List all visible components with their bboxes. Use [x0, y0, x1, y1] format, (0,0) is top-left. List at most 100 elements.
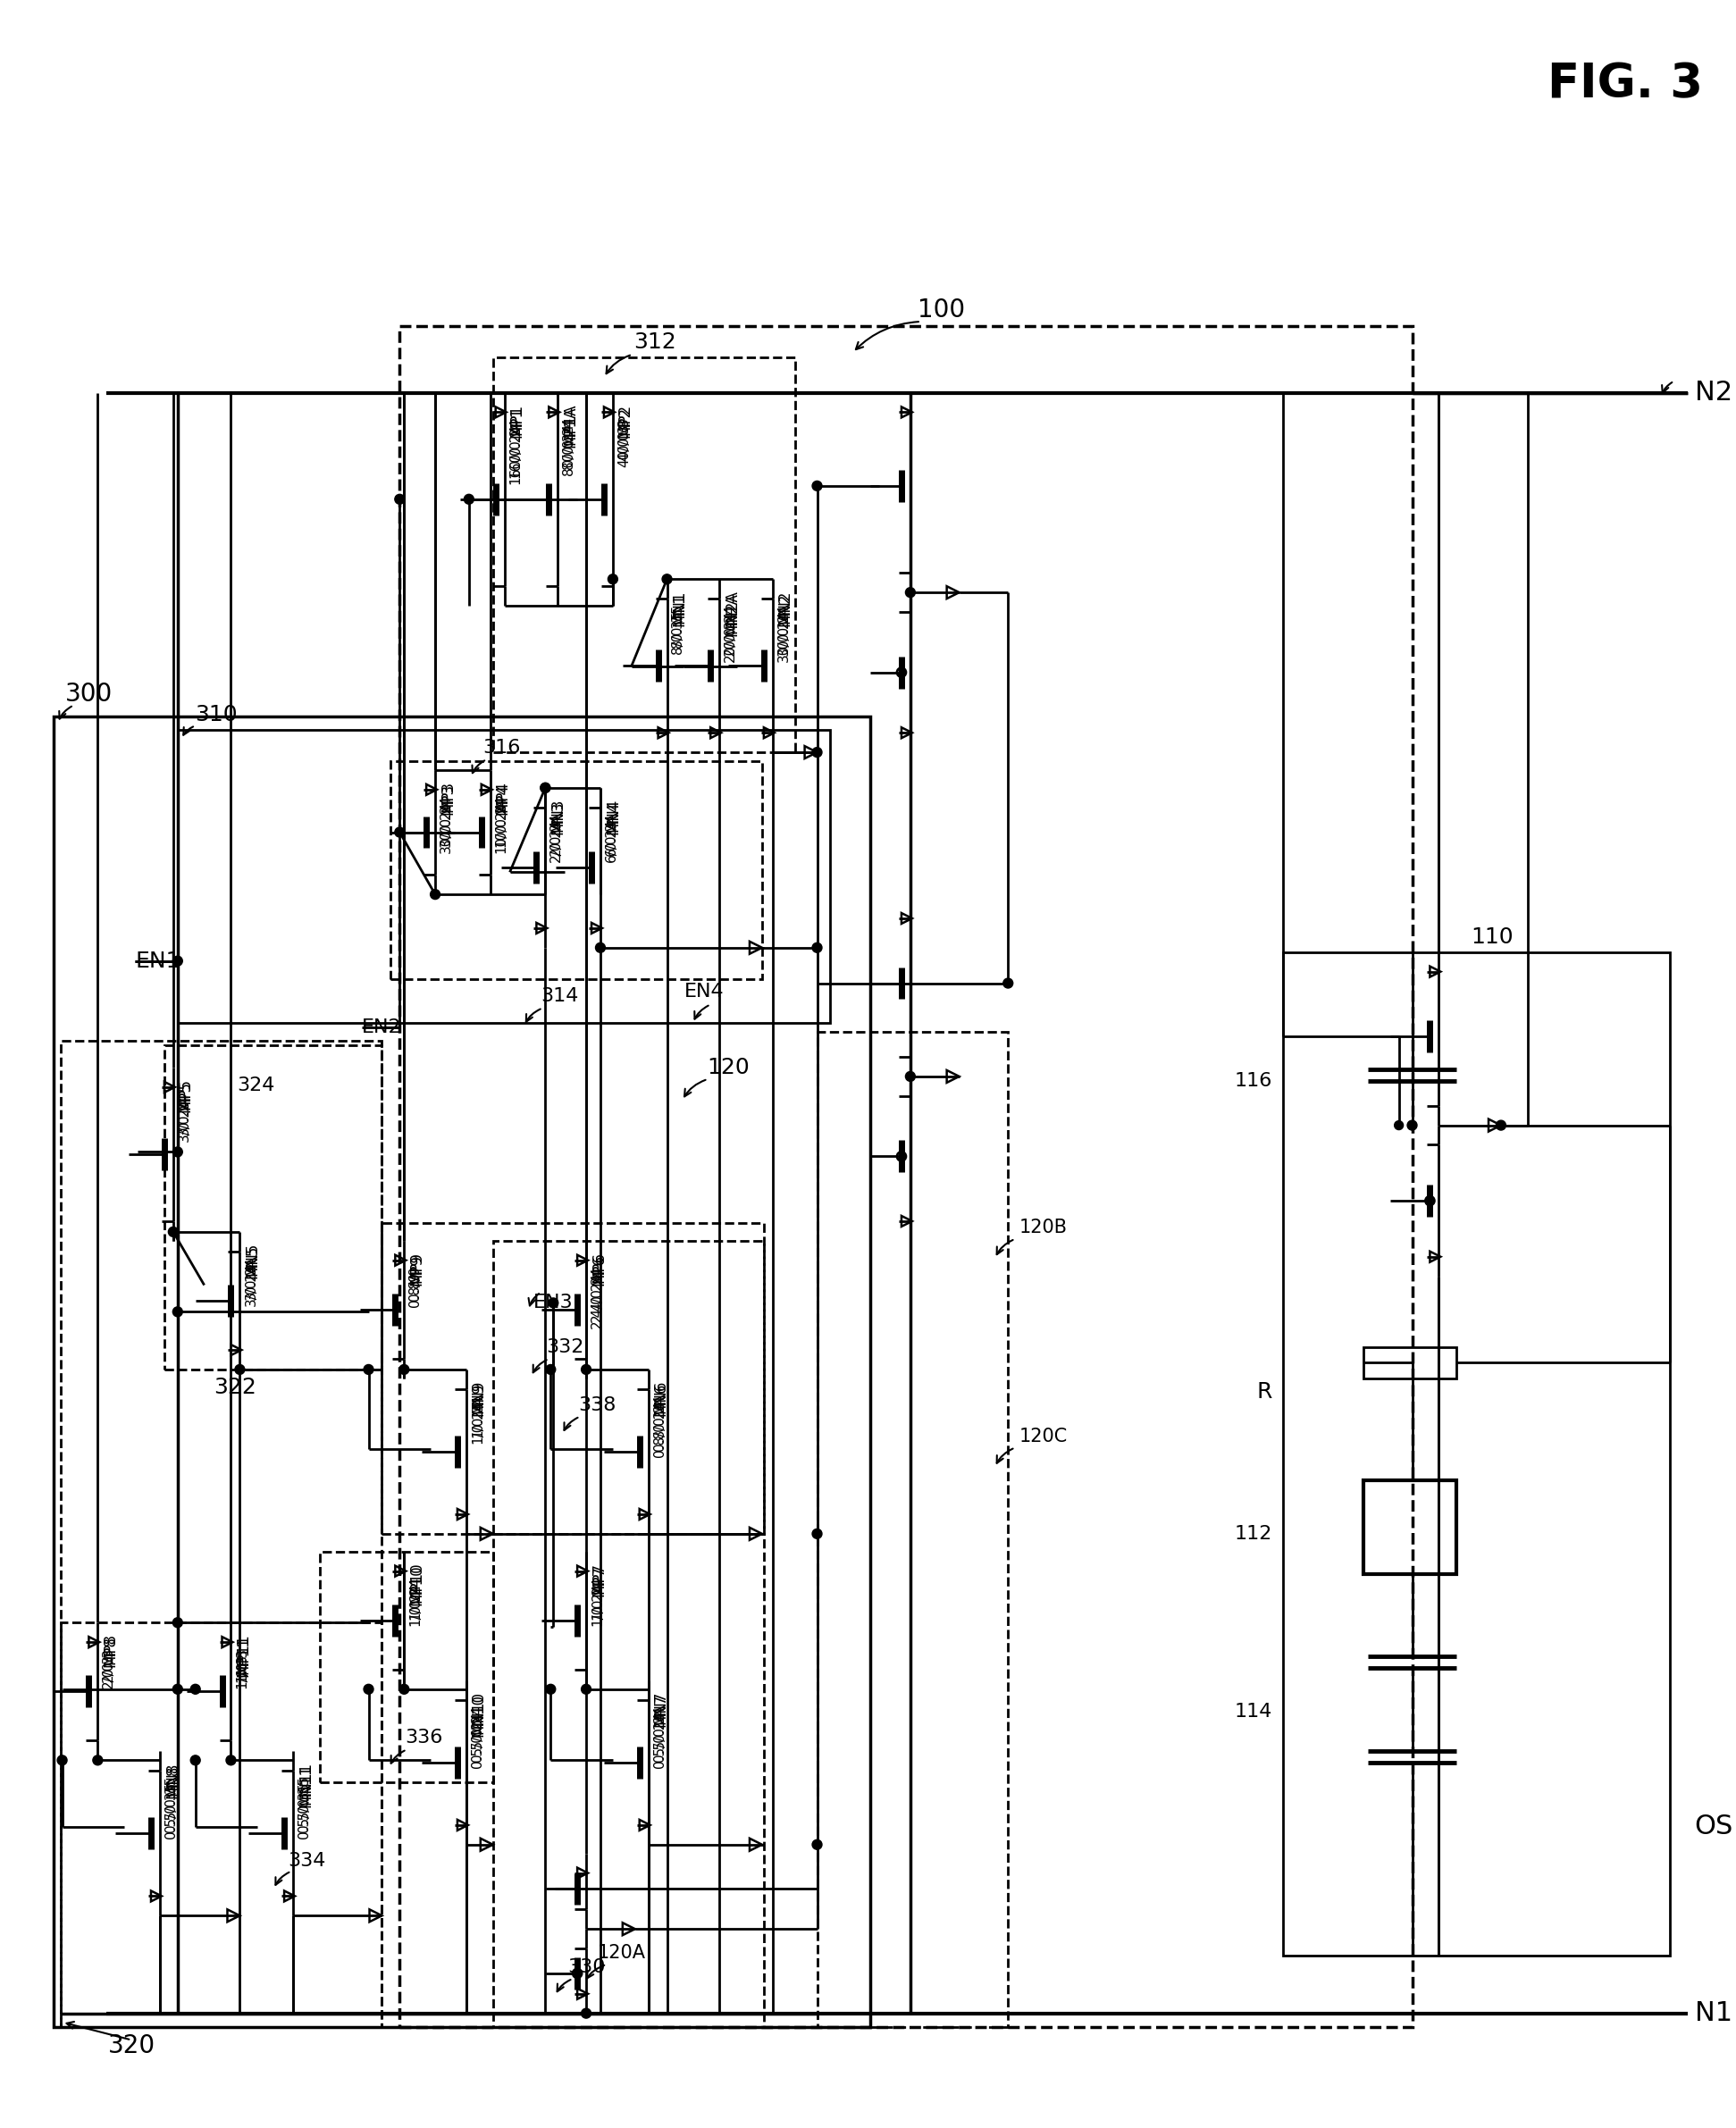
- Bar: [382, 1224, 764, 1534]
- Text: 114: 114: [1234, 1702, 1272, 1719]
- Text: MN9: MN9: [470, 1381, 486, 1413]
- Text: 40/0.3: 40/0.3: [618, 423, 630, 468]
- Text: 0.8/9: 0.8/9: [408, 1266, 422, 1300]
- Circle shape: [92, 1756, 102, 1764]
- Text: 120: 120: [707, 1058, 750, 1079]
- Text: 112: 112: [1234, 1526, 1272, 1543]
- Text: MN2: MN2: [778, 592, 793, 626]
- Text: EN2: EN2: [361, 1019, 401, 1036]
- Circle shape: [545, 1364, 556, 1375]
- Circle shape: [812, 943, 821, 953]
- Text: MN8: MN8: [165, 1764, 181, 1798]
- Text: 1/0.24: 1/0.24: [590, 1583, 604, 1626]
- Text: MP1A: MP1A: [562, 404, 578, 445]
- Bar: [165, 1045, 382, 1370]
- Text: MP9: MP9: [408, 1253, 425, 1285]
- Text: 0.5/0.35: 0.5/0.35: [165, 1777, 177, 1832]
- Bar: [493, 358, 795, 753]
- Text: 320: 320: [108, 2034, 155, 2058]
- Text: MN10: MN10: [470, 1692, 486, 1734]
- Text: MN3: MN3: [550, 800, 566, 834]
- Circle shape: [168, 1228, 179, 1236]
- Text: 30/0.24: 30/0.24: [778, 611, 790, 662]
- Text: N1: N1: [1694, 2000, 1733, 2026]
- Circle shape: [545, 1683, 556, 1694]
- Text: 2/0.24: 2/0.24: [550, 819, 562, 862]
- Text: MN9: MN9: [470, 1383, 486, 1417]
- Text: 20/0.24: 20/0.24: [724, 611, 738, 662]
- Text: EN3: EN3: [533, 1294, 573, 1311]
- Text: 1/0.24: 1/0.24: [470, 1400, 484, 1445]
- Text: 0.5/0.35: 0.5/0.35: [297, 1777, 311, 1832]
- Text: 330: 330: [568, 1958, 606, 1977]
- Bar: [493, 1241, 764, 1534]
- Text: MN4: MN4: [604, 800, 621, 834]
- Text: 1/0.3: 1/0.3: [236, 1653, 248, 1688]
- Circle shape: [57, 1756, 68, 1764]
- Bar: [54, 717, 870, 2026]
- Text: N2: N2: [1694, 379, 1733, 406]
- Text: MP8: MP8: [102, 1636, 118, 1666]
- Text: MP5: MP5: [177, 1079, 194, 1109]
- Text: MN1: MN1: [672, 589, 687, 624]
- Text: 40/0.3: 40/0.3: [618, 417, 630, 462]
- Circle shape: [174, 1683, 182, 1694]
- Text: 120C: 120C: [1019, 1428, 1068, 1445]
- Text: MP2: MP2: [618, 404, 634, 434]
- Text: 3/0.24: 3/0.24: [245, 1262, 257, 1307]
- Text: 0.8/9: 0.8/9: [408, 1273, 422, 1307]
- Text: 160/0.24: 160/0.24: [509, 417, 523, 479]
- Bar: [1363, 1347, 1457, 1379]
- Text: MP1: MP1: [509, 404, 524, 434]
- Circle shape: [661, 575, 672, 583]
- Text: 314: 314: [540, 987, 578, 1004]
- Text: MP3: MP3: [439, 781, 457, 813]
- Text: MP6: MP6: [590, 1251, 606, 1283]
- Circle shape: [906, 587, 915, 598]
- Text: MP9: MP9: [408, 1251, 425, 1283]
- Circle shape: [1496, 1119, 1505, 1130]
- Text: 10/0.24: 10/0.24: [495, 800, 509, 853]
- Text: MN8: MN8: [165, 1762, 181, 1796]
- Text: MP8: MP8: [102, 1632, 118, 1664]
- Text: MP10: MP10: [408, 1564, 425, 1607]
- Text: 6/0.24: 6/0.24: [604, 819, 618, 862]
- Text: OS: OS: [1694, 1813, 1733, 1841]
- Text: EN1: EN1: [135, 951, 181, 972]
- Text: 336: 336: [404, 1730, 443, 1747]
- Text: MP10: MP10: [408, 1562, 425, 1602]
- Text: 324: 324: [236, 1077, 274, 1094]
- Text: 120B: 120B: [1019, 1219, 1068, 1236]
- Text: 2/0.3: 2/0.3: [102, 1647, 116, 1683]
- Text: 2.4/0.24: 2.4/0.24: [590, 1266, 604, 1321]
- Circle shape: [226, 1756, 236, 1764]
- Text: MN2A: MN2A: [724, 592, 740, 636]
- Circle shape: [174, 1617, 182, 1628]
- Text: 100: 100: [918, 298, 965, 323]
- Text: MP1: MP1: [509, 406, 524, 438]
- Text: 0.8/0.24: 0.8/0.24: [653, 1400, 667, 1458]
- Text: 0.5/0.24: 0.5/0.24: [653, 1711, 667, 1768]
- Circle shape: [399, 1364, 410, 1375]
- Circle shape: [582, 2009, 590, 2017]
- Bar: [1283, 951, 1670, 1956]
- Text: MP6: MP6: [590, 1253, 606, 1285]
- Text: MN11: MN11: [297, 1764, 314, 1807]
- Text: 0.5/0.24: 0.5/0.24: [653, 1705, 667, 1762]
- Text: 30/0.24: 30/0.24: [439, 800, 453, 853]
- Text: 2/0.24: 2/0.24: [550, 813, 562, 855]
- Text: MP7: MP7: [590, 1564, 606, 1596]
- Text: 2.4/0.24: 2.4/0.24: [590, 1273, 604, 1328]
- Circle shape: [191, 1756, 200, 1764]
- Text: 1/0.24: 1/0.24: [408, 1583, 422, 1626]
- Text: MP5: MP5: [177, 1081, 194, 1113]
- Text: 1/0.24: 1/0.24: [590, 1577, 604, 1619]
- Text: 332: 332: [545, 1339, 583, 1356]
- Text: 30/0.24: 30/0.24: [778, 604, 790, 655]
- Circle shape: [174, 1147, 182, 1158]
- Text: MP11: MP11: [236, 1636, 252, 1677]
- Text: 334: 334: [288, 1851, 325, 1871]
- Text: EN4: EN4: [684, 983, 724, 1000]
- Circle shape: [431, 890, 439, 900]
- Text: MN6: MN6: [653, 1383, 668, 1417]
